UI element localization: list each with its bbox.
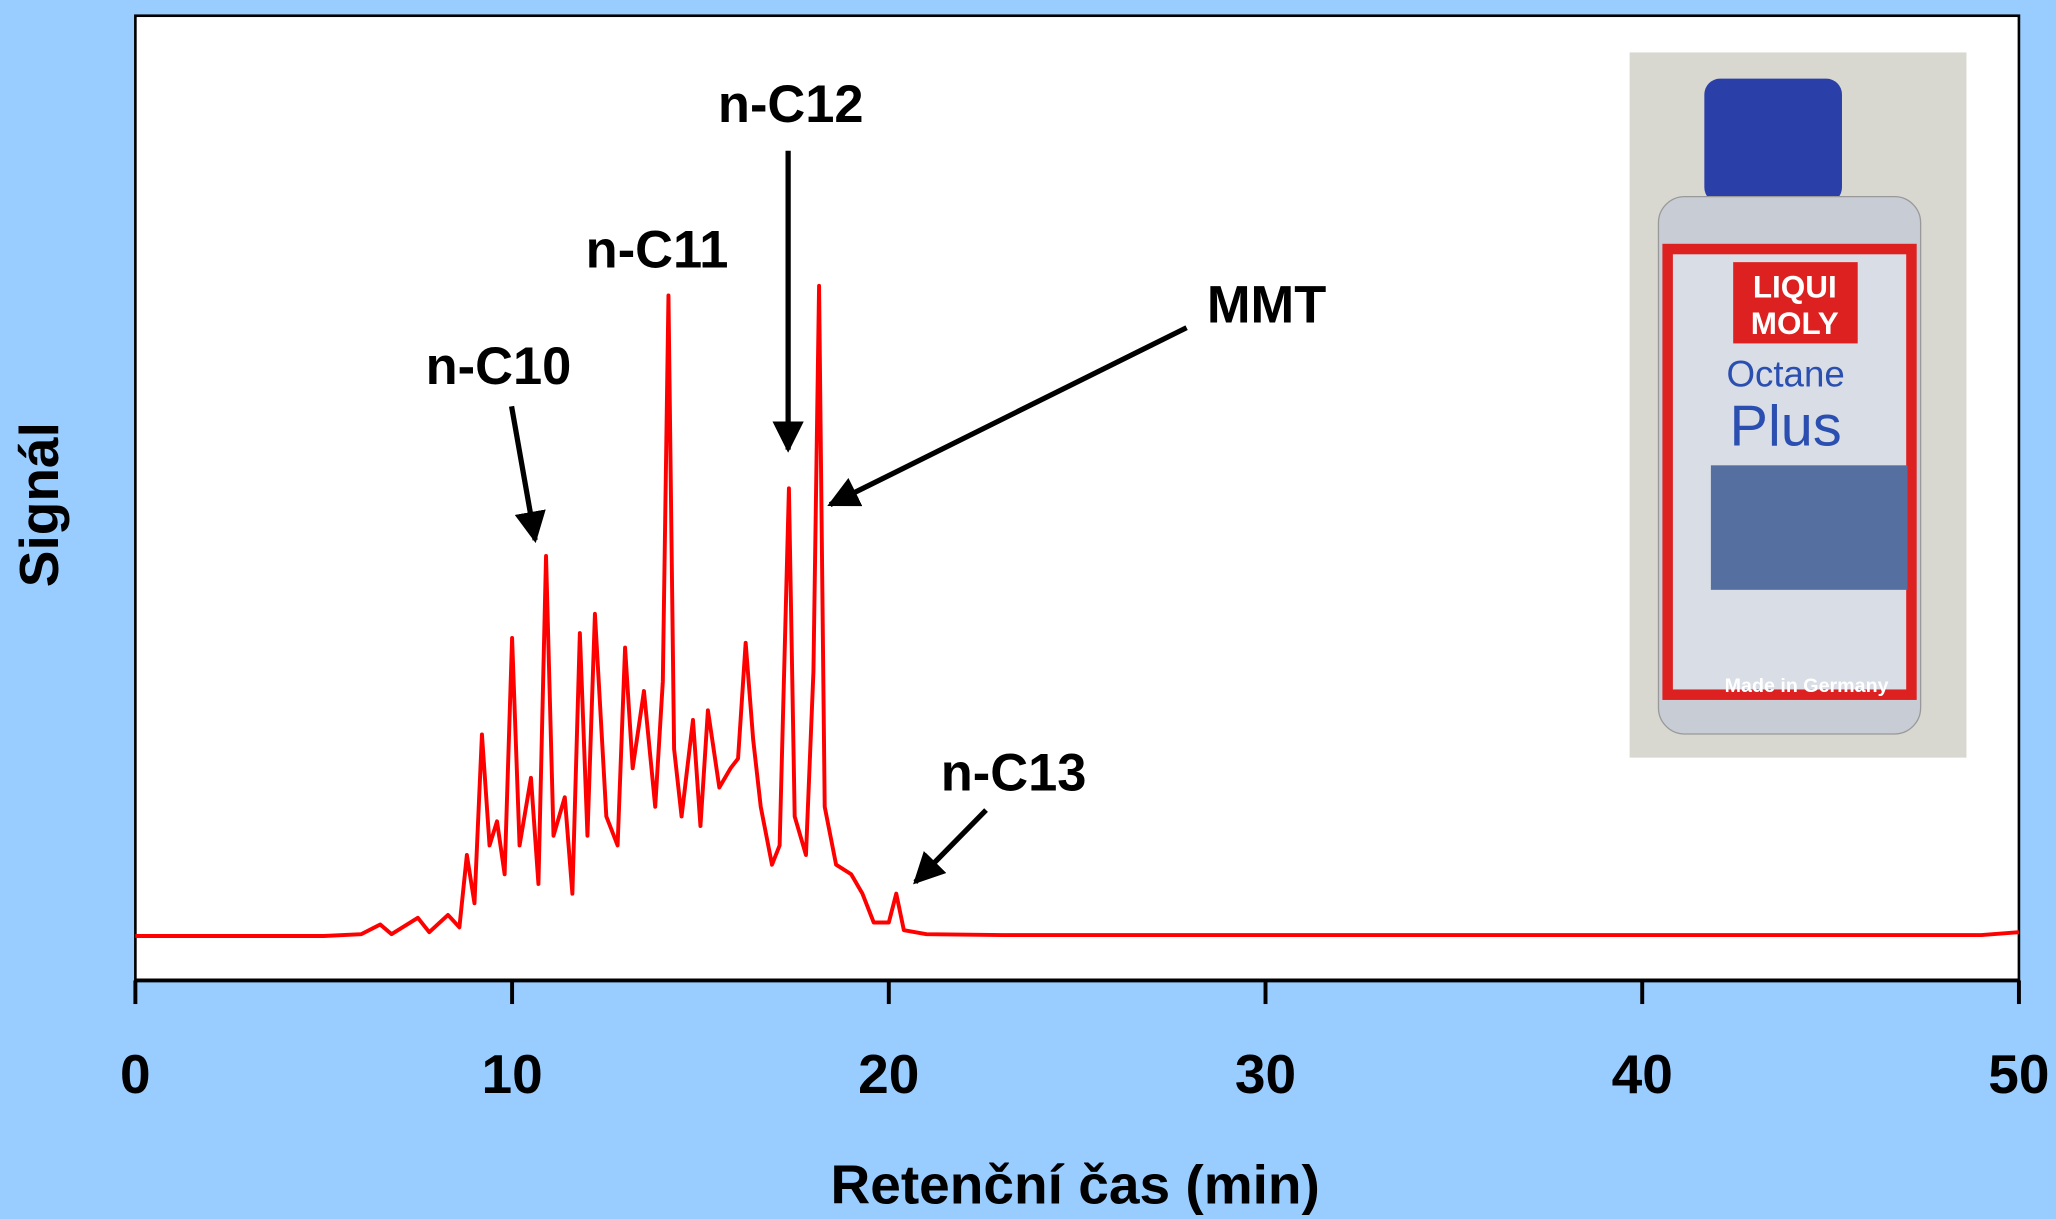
y-axis-label: Signál — [8, 422, 70, 587]
x-axis-label: Retenční čas (min) — [830, 1153, 1319, 1215]
arrow — [913, 808, 988, 885]
arrow — [827, 325, 1188, 507]
product-text: Octane — [1726, 354, 1844, 395]
peak-annotation: n-C10 — [426, 338, 572, 396]
can-cap — [1704, 78, 1842, 204]
peak-annotation: n-C12 — [718, 76, 864, 134]
product-text: Plus — [1730, 395, 1842, 459]
x-tick-label: 40 — [1612, 1043, 1673, 1105]
peak-annotation: n-C11 — [586, 221, 729, 279]
x-tick-label: 0 — [120, 1043, 151, 1105]
x-tick-label: 30 — [1235, 1043, 1296, 1105]
brand-text: MOLY — [1751, 306, 1839, 341]
x-tick-label: 50 — [1988, 1043, 2049, 1105]
peak-annotation: n-C13 — [941, 744, 1087, 802]
chromatogram-line — [135, 283, 2020, 938]
brand-box — [1733, 262, 1858, 344]
x-tick-label: 10 — [481, 1043, 542, 1105]
engine-picture — [1710, 465, 1908, 590]
origin-text: Made in Germany — [1725, 675, 1889, 697]
arrow — [508, 405, 546, 544]
peak-annotation: MMT — [1207, 276, 1326, 334]
inset-photo: LIQUI MOLY Octane Plus Made in Germany — [1629, 52, 1967, 758]
arrows — [508, 150, 1188, 885]
brand-text: LIQUI — [1753, 270, 1837, 305]
x-tick-label: 20 — [858, 1043, 919, 1105]
